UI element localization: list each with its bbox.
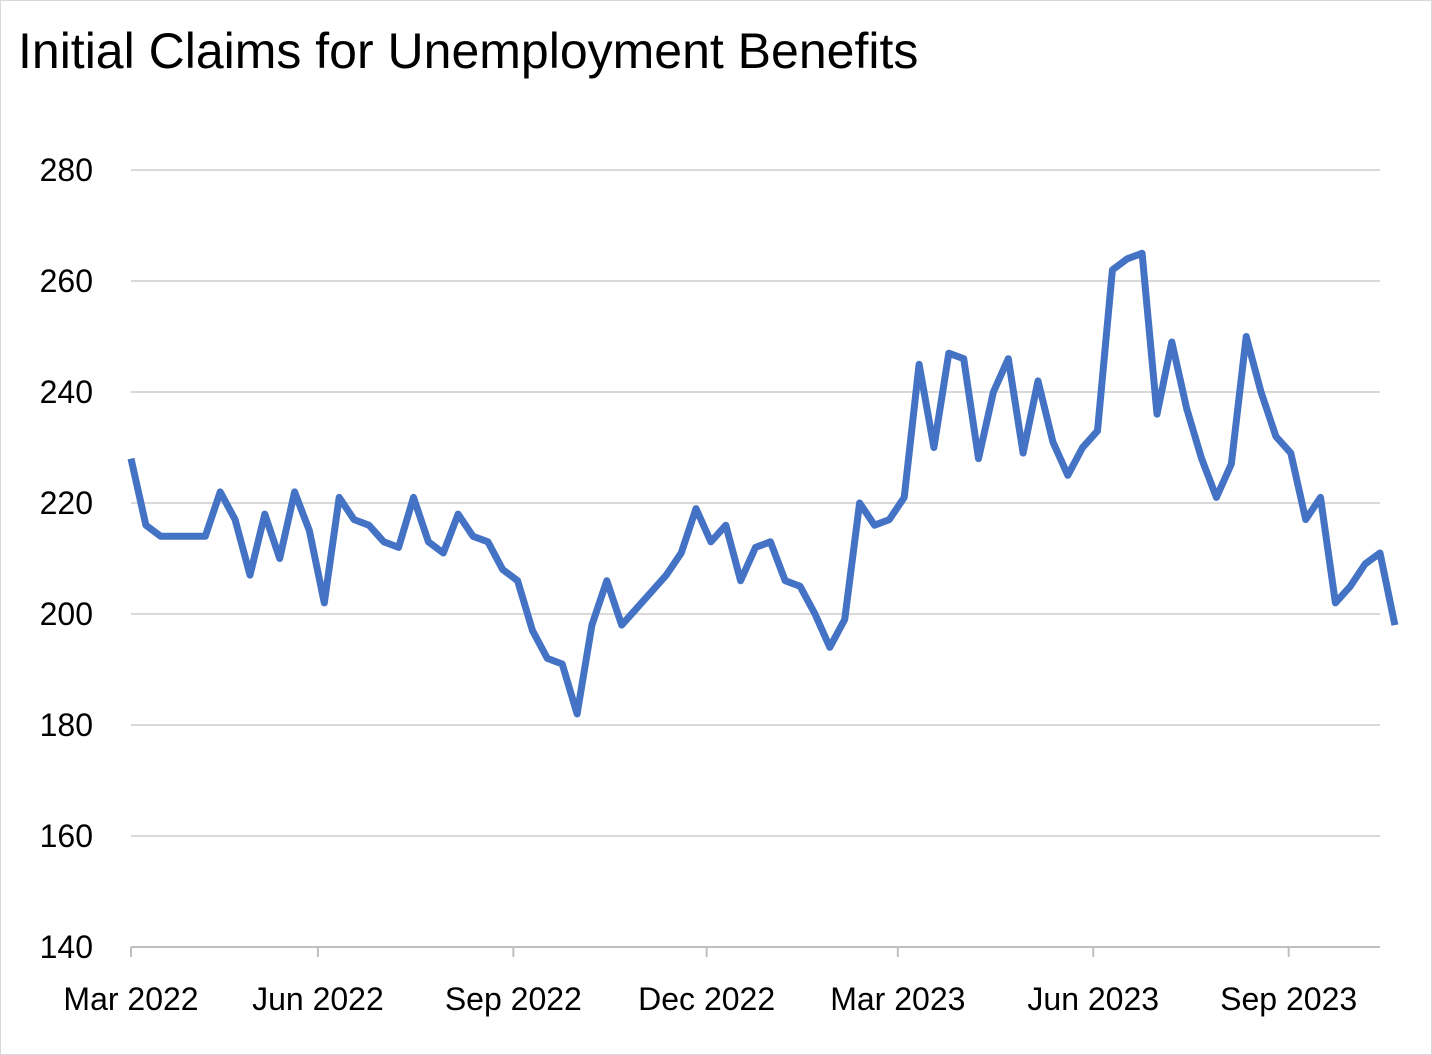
x-tick-label-0: Mar 2022 (63, 981, 198, 1017)
y-axis-tick-labels: 140 160 180 200 220 240 260 280 (40, 152, 93, 965)
y-tick-label-280: 280 (40, 152, 93, 188)
y-tick-label-240: 240 (40, 374, 93, 410)
y-tick-label-220: 220 (40, 485, 93, 521)
y-tick-label-260: 260 (40, 263, 93, 299)
x-tick-label-3: Dec 2022 (638, 981, 775, 1017)
x-tick-label-5: Jun 2023 (1027, 981, 1159, 1017)
x-tick-label-2: Sep 2022 (445, 981, 582, 1017)
y-tick-label-160: 160 (40, 818, 93, 854)
y-tick-label-200: 200 (40, 596, 93, 632)
y-tick-label-180: 180 (40, 707, 93, 743)
x-tick-label-6: Sep 2023 (1220, 981, 1357, 1017)
series-line-0 (127, 249, 1399, 718)
x-tick-label-1: Jun 2022 (252, 981, 384, 1017)
x-axis (130, 946, 1380, 957)
series-group (127, 249, 1399, 718)
gridlines (131, 169, 1380, 837)
x-tick-label-4: Mar 2023 (830, 981, 965, 1017)
chart-title: Initial Claims for Unemployment Benefits (18, 23, 919, 79)
x-axis-tick-labels: Mar 2022 Jun 2022 Sep 2022 Dec 2022 Mar 2023… (63, 981, 1357, 1017)
y-tick-label-140: 140 (40, 929, 93, 965)
